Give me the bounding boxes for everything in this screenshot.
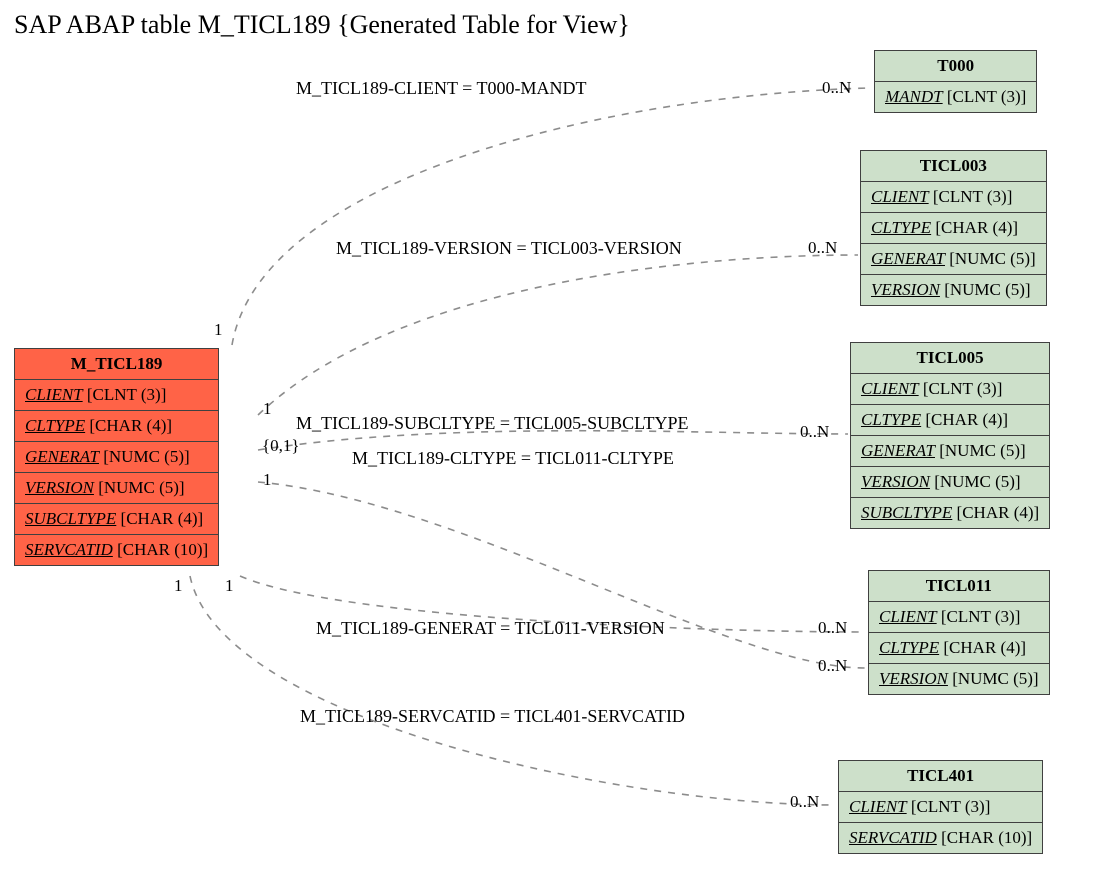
entity-m_ticl189: M_TICL189CLIENT [CLNT (3)]CLTYPE [CHAR (… [14, 348, 219, 566]
entity-field: VERSION [NUMC (5)] [869, 664, 1049, 694]
field-type: [NUMC (5)] [940, 280, 1031, 299]
field-type: [NUMC (5)] [94, 478, 185, 497]
cardinality-right: 0..N [800, 422, 829, 442]
field-key: VERSION [879, 669, 948, 688]
entity-ticl005: TICL005CLIENT [CLNT (3)]CLTYPE [CHAR (4)… [850, 342, 1050, 529]
relation-label: M_TICL189-CLIENT = T000-MANDT [296, 78, 586, 99]
entity-field: VERSION [NUMC (5)] [851, 467, 1049, 498]
relation-label: M_TICL189-SERVCATID = TICL401-SERVCATID [300, 706, 685, 727]
cardinality-right: 0..N [790, 792, 819, 812]
field-key: VERSION [861, 472, 930, 491]
entity-field: CLIENT [CLNT (3)] [851, 374, 1049, 405]
field-key: VERSION [871, 280, 940, 299]
entity-field: CLTYPE [CHAR (4)] [861, 213, 1046, 244]
cardinality-right: 0..N [818, 656, 847, 676]
field-type: [CHAR (4)] [921, 410, 1008, 429]
field-type: [CHAR (4)] [931, 218, 1018, 237]
entity-field: CLIENT [CLNT (3)] [839, 792, 1042, 823]
entity-field: CLIENT [CLNT (3)] [15, 380, 218, 411]
field-type: [CLNT (3)] [929, 187, 1013, 206]
cardinality-right: 0..N [822, 78, 851, 98]
field-key: CLIENT [25, 385, 83, 404]
cardinality-left: 1 [174, 576, 183, 596]
entity-field: CLIENT [CLNT (3)] [861, 182, 1046, 213]
entity-t000: T000MANDT [CLNT (3)] [874, 50, 1037, 113]
field-key: SUBCLTYPE [25, 509, 116, 528]
field-key: GENERAT [861, 441, 935, 460]
cardinality-left: 1 [263, 470, 272, 490]
entity-header: TICL003 [861, 151, 1046, 182]
field-type: [CHAR (10)] [937, 828, 1032, 847]
entity-ticl401: TICL401CLIENT [CLNT (3)]SERVCATID [CHAR … [838, 760, 1043, 854]
entity-field: CLTYPE [CHAR (4)] [869, 633, 1049, 664]
entity-field: CLTYPE [CHAR (4)] [851, 405, 1049, 436]
relation-label: M_TICL189-GENERAT = TICL011-VERSION [316, 618, 665, 639]
field-type: [CLNT (3)] [907, 797, 991, 816]
relation-label: M_TICL189-VERSION = TICL003-VERSION [336, 238, 682, 259]
field-key: CLIENT [861, 379, 919, 398]
entity-field: GENERAT [NUMC (5)] [15, 442, 218, 473]
field-key: VERSION [25, 478, 94, 497]
field-type: [CLNT (3)] [943, 87, 1027, 106]
entity-field: CLTYPE [CHAR (4)] [15, 411, 218, 442]
field-key: CLTYPE [871, 218, 931, 237]
field-key: CLTYPE [25, 416, 85, 435]
cardinality-right: 0..N [808, 238, 837, 258]
field-type: [NUMC (5)] [99, 447, 190, 466]
field-key: MANDT [885, 87, 943, 106]
field-key: CLIENT [871, 187, 929, 206]
entity-header: TICL011 [869, 571, 1049, 602]
entity-field: CLIENT [CLNT (3)] [869, 602, 1049, 633]
cardinality-left: {0,1} [262, 436, 300, 456]
field-key: SUBCLTYPE [861, 503, 952, 522]
entity-field: SERVCATID [CHAR (10)] [15, 535, 218, 565]
field-type: [CHAR (4)] [939, 638, 1026, 657]
field-type: [NUMC (5)] [930, 472, 1021, 491]
entity-field: SUBCLTYPE [CHAR (4)] [851, 498, 1049, 528]
field-type: [CHAR (4)] [952, 503, 1039, 522]
entity-field: VERSION [NUMC (5)] [15, 473, 218, 504]
relation-label: M_TICL189-CLTYPE = TICL011-CLTYPE [352, 448, 674, 469]
field-type: [CLNT (3)] [937, 607, 1021, 626]
entity-header: M_TICL189 [15, 349, 218, 380]
field-key: CLTYPE [861, 410, 921, 429]
field-type: [NUMC (5)] [945, 249, 1036, 268]
entity-field: GENERAT [NUMC (5)] [861, 244, 1046, 275]
field-key: CLTYPE [879, 638, 939, 657]
cardinality-right: 0..N [818, 618, 847, 638]
field-key: CLIENT [849, 797, 907, 816]
field-type: [CLNT (3)] [83, 385, 167, 404]
field-type: [NUMC (5)] [935, 441, 1026, 460]
entity-field: VERSION [NUMC (5)] [861, 275, 1046, 305]
field-key: GENERAT [25, 447, 99, 466]
entity-field: SUBCLTYPE [CHAR (4)] [15, 504, 218, 535]
field-key: CLIENT [879, 607, 937, 626]
field-type: [CHAR (4)] [116, 509, 203, 528]
entity-ticl003: TICL003CLIENT [CLNT (3)]CLTYPE [CHAR (4)… [860, 150, 1047, 306]
entity-header: TICL401 [839, 761, 1042, 792]
field-type: [CHAR (10)] [113, 540, 208, 559]
entity-ticl011: TICL011CLIENT [CLNT (3)]CLTYPE [CHAR (4)… [868, 570, 1050, 695]
entity-header: T000 [875, 51, 1036, 82]
cardinality-left: 1 [263, 399, 272, 419]
cardinality-left: 1 [225, 576, 234, 596]
entity-field: GENERAT [NUMC (5)] [851, 436, 1049, 467]
entity-field: SERVCATID [CHAR (10)] [839, 823, 1042, 853]
field-type: [CLNT (3)] [919, 379, 1003, 398]
entity-header: TICL005 [851, 343, 1049, 374]
entity-field: MANDT [CLNT (3)] [875, 82, 1036, 112]
page-title: SAP ABAP table M_TICL189 {Generated Tabl… [14, 10, 630, 40]
cardinality-left: 1 [214, 320, 223, 340]
field-type: [CHAR (4)] [85, 416, 172, 435]
field-key: SERVCATID [849, 828, 937, 847]
field-key: GENERAT [871, 249, 945, 268]
relation-label: M_TICL189-SUBCLTYPE = TICL005-SUBCLTYPE [296, 413, 689, 434]
field-key: SERVCATID [25, 540, 113, 559]
field-type: [NUMC (5)] [948, 669, 1039, 688]
